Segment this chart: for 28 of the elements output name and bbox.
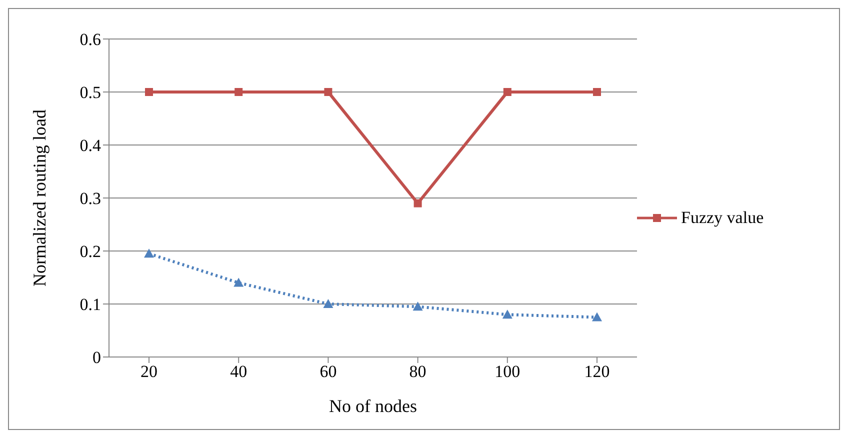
point — [323, 299, 334, 308]
legend-label: Fuzzy value — [681, 208, 764, 228]
point — [592, 312, 602, 322]
x-tick-label: 120 — [584, 362, 610, 382]
x-tick-label: 40 — [230, 362, 248, 382]
point — [414, 199, 422, 208]
point — [593, 88, 601, 96]
point — [502, 310, 512, 319]
point — [324, 88, 332, 96]
y-tick-label: 0.1 — [80, 295, 101, 314]
point — [412, 302, 423, 311]
x-tick-label: 60 — [320, 362, 337, 382]
x-tick-label: 20 — [140, 362, 158, 382]
y-tick-label: 0.6 — [80, 30, 101, 50]
point — [503, 88, 512, 96]
x-axis-title: No of nodes — [329, 396, 417, 416]
y-tick-label: 0.5 — [80, 83, 101, 102]
y-axis-title: Normalized routing load — [29, 110, 50, 286]
y-tick-label: 0.2 — [80, 242, 101, 262]
point — [145, 88, 153, 96]
point — [234, 88, 243, 96]
point — [234, 278, 244, 287]
y-tick-label: 0.3 — [80, 189, 101, 208]
y-tick-label: 0 — [92, 348, 101, 368]
point — [144, 248, 154, 258]
x-tick-label: 100 — [494, 362, 520, 382]
y-tick-label: 0.4 — [80, 136, 102, 156]
x-tick-label: 80 — [409, 362, 426, 382]
